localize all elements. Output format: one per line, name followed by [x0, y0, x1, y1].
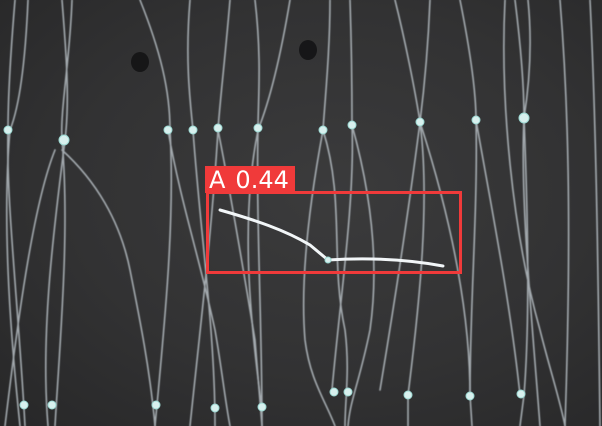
filament	[514, 0, 529, 426]
junction-node	[3, 125, 13, 135]
junction-node	[58, 134, 70, 146]
junction-node	[210, 403, 220, 413]
filament	[459, 0, 478, 426]
junction-node	[257, 402, 267, 412]
junction-node	[403, 390, 413, 400]
filament	[189, 0, 231, 426]
junction-node	[163, 125, 173, 135]
filament	[559, 0, 570, 426]
filament	[503, 0, 566, 426]
dust-spot	[131, 52, 149, 72]
junction-node	[471, 115, 481, 125]
detection-bounding-box	[206, 191, 462, 274]
filament	[167, 129, 231, 426]
junction-node	[19, 400, 29, 410]
junction-node	[465, 391, 475, 401]
filament	[347, 124, 375, 426]
filament	[254, 0, 263, 426]
junction-node	[343, 387, 353, 397]
filament	[522, 0, 541, 426]
filament	[589, 0, 601, 426]
filament	[5, 0, 29, 426]
filament	[394, 0, 425, 426]
filament	[139, 0, 173, 426]
junction-node	[347, 120, 357, 130]
detection-class: A	[209, 166, 226, 194]
detection-label: A 0.44	[205, 166, 295, 194]
junction-node	[329, 387, 339, 397]
filament	[54, 0, 73, 426]
junction-node	[518, 112, 530, 124]
junction-node	[47, 400, 57, 410]
filament	[379, 0, 431, 391]
filament	[475, 119, 521, 396]
detection-confidence: 0.44	[235, 166, 289, 194]
junction-node	[516, 389, 526, 399]
filament	[61, 149, 156, 426]
dust-spot	[299, 40, 317, 60]
filament	[331, 0, 354, 391]
junction-node	[253, 123, 263, 133]
junction-node	[188, 125, 198, 135]
filament	[6, 0, 26, 426]
filament	[44, 0, 69, 426]
junction-node	[415, 117, 425, 127]
filament	[4, 149, 56, 426]
filament	[247, 0, 291, 411]
junction-node	[151, 400, 161, 410]
junction-node	[324, 256, 332, 264]
filament	[187, 0, 216, 426]
junction-node	[318, 125, 328, 135]
filament	[302, 0, 336, 426]
junction-node	[213, 123, 223, 133]
filament	[419, 121, 471, 396]
